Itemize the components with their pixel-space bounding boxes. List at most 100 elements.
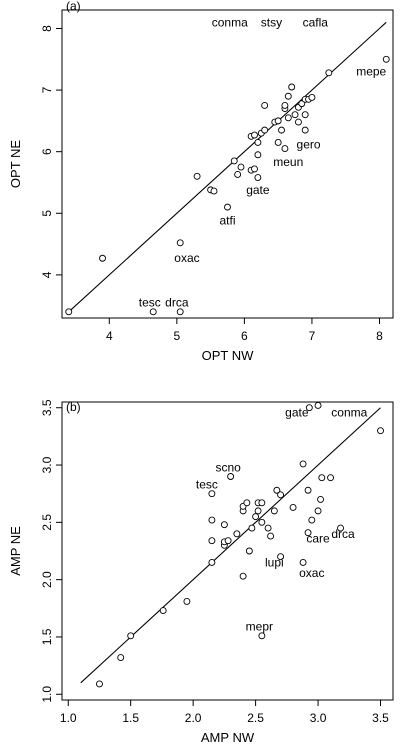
data-point [314,401,322,409]
data-point [308,516,316,524]
data-point [224,537,232,545]
x-tick-label: 4 [106,329,113,343]
data-point [176,239,184,247]
data-point [294,118,302,126]
y-tick-label: 2.0 [40,571,54,588]
data-point [314,507,322,515]
data-point [304,486,312,494]
x-axis-label: AMP NW [201,730,255,745]
data-point [281,145,289,153]
panel-a-scatter: (a) 4 5 6 7 8 4 5 6 7 8 OPT NW OPT NE conma stsy cafla m… [8,0,394,363]
data-point [299,559,307,566]
y-tick-label: 5 [40,210,54,217]
data-point [318,474,326,482]
data-point [261,102,269,109]
point-annotation: care [306,531,330,545]
data-point [301,126,309,134]
data-point [230,157,238,165]
data-point [277,553,285,561]
data-point [227,473,235,480]
y-axis-label: OPT NE [8,140,23,188]
x-tick-label: 2.5 [247,711,264,725]
data-point [261,126,269,134]
data-point [208,559,216,566]
x-tick-label: 3.5 [372,711,389,725]
panel-b-scatter: (b) 1.0 1.5 2.0 2.5 3.0 3.5 1.0 1.5 2.0 2.5 3.0 3.5 A… [8,399,394,745]
data-point [284,114,292,122]
point-annotation: stsy [261,15,282,29]
data-point [273,486,281,494]
data-point [251,165,258,173]
data-point [149,308,157,316]
data-point [99,254,106,262]
fit-line [68,21,387,313]
point-annotation: tesc [139,296,161,310]
data-point [183,597,191,605]
point-annotation: mepr [246,620,273,634]
data-point [176,308,184,316]
point-annotation: gero [297,137,321,151]
panel-label: (a) [66,0,81,13]
data-point [233,530,241,538]
point-annotation: oxac [299,566,324,580]
point-annotation: gate [285,405,309,419]
data-point [210,187,218,195]
data-point [325,69,333,77]
data-point [284,92,292,100]
point-annotation: oxac [174,251,199,265]
data-point [258,518,266,526]
y-tick-label: 3.0 [40,456,54,473]
data-point [117,654,125,662]
point-annotation: lupi [265,555,284,569]
data-point [258,499,266,507]
data-point [277,491,285,499]
y-tick-label: 1.0 [40,686,54,703]
data-point [289,503,297,511]
data-point [237,163,245,171]
point-annotation: scno [215,460,241,474]
data-point [234,171,242,178]
data-point [264,524,272,532]
x-tick-label: 6 [241,329,248,343]
data-point [304,529,312,537]
data-point [254,138,262,146]
data-point [274,117,282,125]
fit-line [80,407,381,684]
point-annotation: drca [331,527,355,541]
data-point [278,126,285,134]
y-tick-label: 1.5 [40,628,54,645]
x-tick-label: 5 [173,329,180,343]
data-point [239,572,247,580]
point-annotation: cafla [303,15,329,29]
y-tick-label: 4 [40,271,54,278]
data-point [317,495,325,503]
data-point [252,513,260,521]
y-tick-label: 8 [40,25,54,32]
data-point [274,138,282,146]
data-point [308,94,316,101]
data-point [299,460,307,468]
data-point [327,474,334,482]
point-annotation: conma [331,405,367,419]
data-point [96,680,103,688]
data-point [224,203,231,211]
x-tick-label: 8 [376,329,383,343]
data-point [65,308,73,316]
point-annotation: atfi [219,214,235,228]
plot-frame [61,401,394,701]
panel-label: (b) [66,400,81,414]
data-point [301,111,309,119]
data-point [254,174,262,182]
data-point [382,55,390,63]
point-annotation: mepe [356,65,386,79]
x-tick-label: 1.5 [122,711,139,725]
data-point [243,499,251,507]
data-point [377,427,384,435]
data-point [193,172,201,180]
point-annotation: tesc [196,478,218,492]
x-axis-label: OPT NW [202,348,254,363]
data-point [291,111,299,119]
data-point [127,632,135,640]
point-annotation: drca [165,296,189,310]
data-point [159,607,167,615]
